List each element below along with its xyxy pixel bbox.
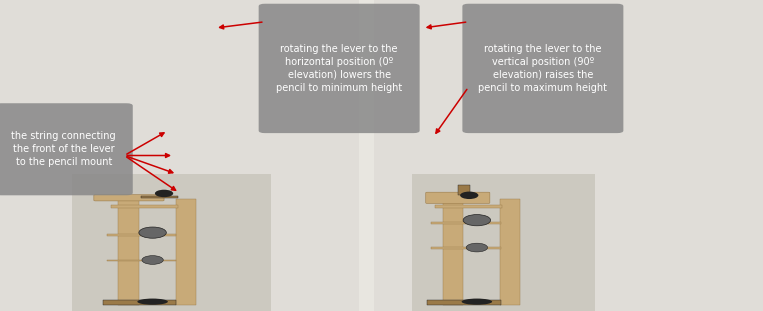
Bar — [0, 0, 359, 311]
Circle shape — [142, 256, 163, 264]
Bar — [107, 260, 176, 261]
Circle shape — [460, 192, 478, 199]
Bar — [427, 300, 501, 305]
Bar — [374, 0, 763, 311]
Circle shape — [466, 243, 488, 252]
Bar — [103, 300, 176, 305]
Bar — [435, 205, 502, 208]
FancyBboxPatch shape — [0, 103, 133, 195]
Text: the string connecting
the front of the lever
to the pencil mount: the string connecting the front of the l… — [11, 132, 116, 167]
Bar — [107, 234, 176, 236]
Text: rotating the lever to the
horizontal position (0º
elevation) lowers the
pencil t: rotating the lever to the horizontal pos… — [276, 44, 402, 93]
Bar — [431, 247, 501, 249]
Circle shape — [463, 215, 491, 226]
FancyBboxPatch shape — [259, 4, 420, 133]
Bar — [500, 199, 520, 305]
Circle shape — [139, 227, 166, 238]
Circle shape — [155, 190, 173, 197]
Bar — [118, 199, 139, 305]
Bar — [443, 199, 463, 305]
Bar — [412, 174, 595, 311]
Bar — [458, 185, 470, 195]
Bar — [431, 222, 501, 224]
Text: rotating the lever to the
vertical position (90º
elevation) raises the
pencil to: rotating the lever to the vertical posit… — [478, 44, 607, 93]
Ellipse shape — [462, 299, 492, 305]
FancyBboxPatch shape — [426, 192, 490, 203]
Bar — [111, 205, 178, 208]
Bar — [175, 199, 196, 305]
FancyBboxPatch shape — [94, 195, 164, 201]
Ellipse shape — [137, 299, 168, 305]
FancyBboxPatch shape — [462, 4, 623, 133]
Bar — [72, 174, 271, 311]
Bar — [141, 196, 178, 198]
